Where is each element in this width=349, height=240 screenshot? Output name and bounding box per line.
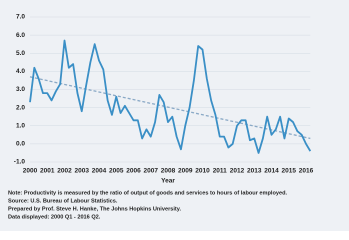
note: Note: Productivity is measured by the ra… xyxy=(8,190,288,196)
x-tick-label: 2002 xyxy=(57,168,72,175)
x-tick-label: 2005 xyxy=(109,168,124,175)
note: Source: U.S. Bureau of Labour Statistics… xyxy=(8,198,118,204)
x-axis-label: Year xyxy=(161,178,175,185)
data-line xyxy=(29,39,312,154)
y-tick-label: 4.0 xyxy=(16,68,25,75)
x-tick-label: 2008 xyxy=(161,168,176,175)
y-tick-label: 2.0 xyxy=(16,104,25,111)
x-tick-label: 2003 xyxy=(75,168,90,175)
y-tick-label: 0.0 xyxy=(16,141,25,148)
note: Prepared by Prof. Steve H. Hanke, The Jo… xyxy=(8,206,181,212)
y-tick-label: -1.0 xyxy=(14,159,26,166)
y-tick-label: 5.0 xyxy=(16,50,25,57)
y-tick-label: 7.0 xyxy=(16,14,25,21)
x-tick-label: 2014 xyxy=(264,168,279,175)
x-tick-label: 2011 xyxy=(213,168,227,175)
x-tick-label: 2000 xyxy=(23,168,38,175)
y-tick-label: 3.0 xyxy=(16,86,25,93)
x-tick-label: 2009 xyxy=(178,168,193,175)
x-tick-label: 2016 xyxy=(299,168,314,175)
x-tick-label: 2015 xyxy=(282,168,297,175)
y-tick-label: 1.0 xyxy=(16,122,25,129)
x-tick-label: 2007 xyxy=(144,168,159,175)
x-tick-label: 2006 xyxy=(126,168,141,175)
x-tick-label: 2010 xyxy=(195,168,210,175)
background xyxy=(0,0,349,231)
note: Data displayed: 2000 Q1 - 2016 Q2. xyxy=(8,214,101,220)
y-tick-label: 6.0 xyxy=(16,32,25,39)
x-tick-label: 2013 xyxy=(247,168,262,175)
x-tick-label: 2001 xyxy=(40,168,55,175)
x-tick-label: 2012 xyxy=(230,168,245,175)
x-tick-label: 2004 xyxy=(92,168,107,175)
